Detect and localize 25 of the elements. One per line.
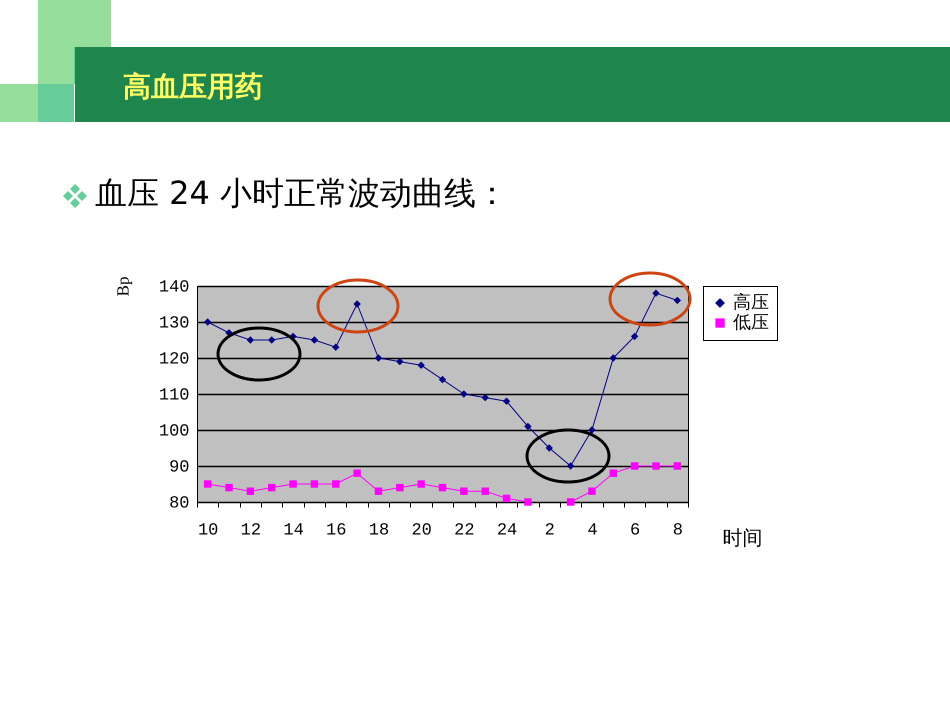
x-tick-label: 12 (240, 522, 262, 540)
x-tick-label: 6 (630, 522, 640, 540)
x-tick-label: 8 (672, 522, 683, 540)
legend-label: 高压 (733, 292, 769, 313)
y-tick-label: 140 (158, 278, 190, 298)
y-tick-label: 120 (158, 350, 190, 370)
x-tick-label: 2 (544, 522, 555, 540)
y-tick-label: 110 (158, 386, 190, 406)
x-tick-label: 4 (587, 522, 598, 540)
legend-label: 低压 (733, 312, 769, 333)
x-tick-label: 24 (496, 522, 518, 540)
y-axis-title: Bp (114, 276, 132, 296)
x-axis-title: 时间 (722, 526, 762, 550)
y-tick-label: 100 (158, 422, 190, 442)
x-tick-label: 18 (368, 522, 390, 540)
x-tick-label: 16 (326, 522, 346, 540)
x-tick-label: 22 (454, 522, 475, 540)
y-tick-label: 80 (169, 494, 190, 514)
chart-title: 高血压用药 (123, 69, 263, 105)
y-tick-label: 90 (169, 458, 190, 478)
x-tick-label: 10 (198, 522, 218, 540)
x-tick-label: 20 (411, 522, 432, 540)
chart-subtitle: 血压 24 小时正常波动曲线： (95, 173, 508, 214)
y-tick-label: 130 (158, 314, 190, 334)
x-tick-label: 14 (283, 522, 304, 540)
